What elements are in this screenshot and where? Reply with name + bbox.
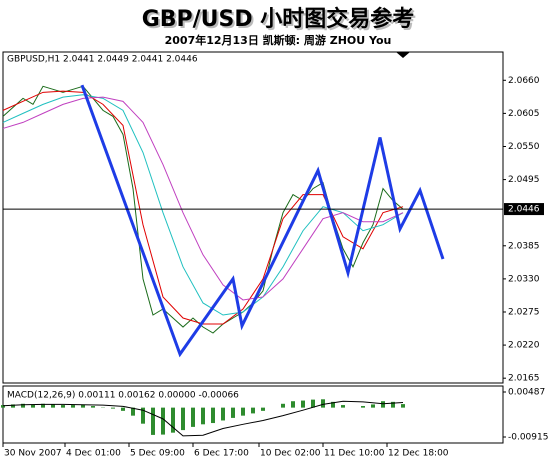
macd-bar <box>151 408 155 435</box>
x-tick-label: 6 Dec 17:00 <box>194 449 249 459</box>
macd-bar <box>301 401 305 408</box>
macd-bar <box>61 405 65 408</box>
macd-bar <box>211 408 215 423</box>
macd-bar <box>231 408 235 418</box>
subtitle: 2007年12月13日 凯斯顿: 周游 ZHOU You <box>165 33 392 47</box>
macd-bar <box>341 405 345 408</box>
y-tick-label: 2.0385 <box>508 241 540 251</box>
x-tick-label: 5 Dec 09:00 <box>130 449 185 459</box>
macd-label: MACD(12,26,9) 0.00111 0.00162 0.00000 -0… <box>7 391 239 401</box>
x-tick-label: 30 Nov 2007 <box>4 449 62 459</box>
y-tick-label: 2.0550 <box>508 142 540 152</box>
macd-bar <box>161 408 165 435</box>
macd-bar <box>361 406 365 408</box>
x-tick-label: 12 Dec 18:00 <box>388 449 449 459</box>
y-tick-label: 2.0275 <box>508 307 540 317</box>
y-tick-label: 0.00487 <box>508 388 545 398</box>
macd-bar <box>71 405 75 408</box>
macd-bar <box>191 408 195 427</box>
current-price-label: 2.0446 <box>508 205 540 215</box>
macd-bar <box>181 408 185 430</box>
y-tick-label: 2.0220 <box>508 341 540 351</box>
series-line <box>3 95 403 315</box>
shift-marker <box>396 52 410 58</box>
macd-bar <box>31 405 35 408</box>
macd-bar <box>371 404 375 407</box>
x-tick-label: 11 Dec 10:00 <box>324 449 385 459</box>
macd-bar <box>401 404 405 408</box>
y-tick-label: -0.00915 <box>508 432 548 442</box>
macd-bar <box>381 401 385 407</box>
macd-bar <box>201 408 205 425</box>
series-line <box>3 97 403 300</box>
series-line <box>3 91 403 324</box>
macd-bar <box>121 408 125 411</box>
macd-bar <box>261 408 265 411</box>
y-tick-label: 2.0165 <box>508 374 540 384</box>
title: GBP/USD 小时图交易参考 <box>142 6 415 32</box>
y-tick-label: 2.0330 <box>508 274 540 284</box>
macd-bar <box>281 404 285 408</box>
macd-bar <box>321 399 325 407</box>
x-tick-label: 10 Dec 02:00 <box>260 449 321 459</box>
macd-bar <box>91 406 95 408</box>
x-tick-label: 4 Dec 01:00 <box>66 449 121 459</box>
y-tick-label: 2.0495 <box>508 175 540 185</box>
macd-bar <box>241 408 245 416</box>
series-line <box>3 86 403 333</box>
macd-bar <box>251 408 255 414</box>
y-tick-label: 2.0660 <box>508 76 540 86</box>
macd-bar <box>111 408 115 409</box>
y-tick-label: 2.0605 <box>508 109 540 119</box>
macd-bar <box>291 401 295 407</box>
macd-bar <box>221 408 225 421</box>
main-label: GBPUSD,H1 2.0441 2.0449 2.0441 2.0446 <box>7 55 198 65</box>
